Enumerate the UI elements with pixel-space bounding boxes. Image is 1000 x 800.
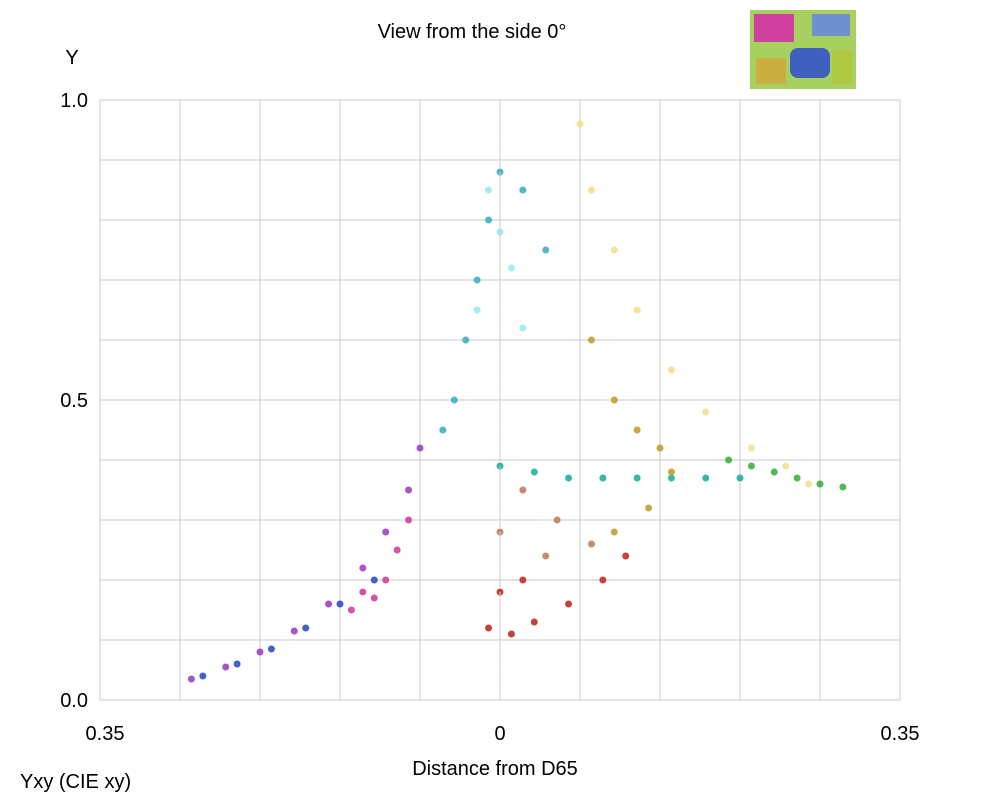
scatter-point [747, 444, 755, 452]
scatter-point [473, 276, 481, 284]
y-axis-label: Y [65, 47, 78, 69]
scatter-point [519, 576, 527, 584]
scatter-point [405, 516, 413, 524]
scatter-point [610, 528, 618, 536]
scatter-point [816, 480, 824, 488]
scatter-point [656, 444, 664, 452]
scatter-point [302, 624, 310, 632]
scatter-point [359, 564, 367, 572]
scatter-point [770, 468, 778, 476]
scatter-point [565, 474, 573, 482]
x-tick-label: 0 [494, 723, 505, 745]
scatter-point [530, 468, 538, 476]
scatter-point [519, 186, 527, 194]
scatter-series [347, 516, 413, 614]
scatter-point [747, 462, 755, 470]
source-image-thumbnail [750, 10, 856, 89]
scatter-point [645, 504, 653, 512]
scatter-point [462, 336, 470, 344]
scatter-point [702, 474, 710, 482]
scatter-point [347, 606, 355, 614]
scatter-point [267, 645, 275, 653]
scatter-point [667, 366, 675, 374]
scatter-point [290, 627, 298, 635]
scatter-point [473, 306, 481, 314]
scatter-point [542, 246, 550, 254]
scatter-point [610, 396, 618, 404]
scatter-series [187, 444, 424, 683]
scatter-point [622, 552, 630, 560]
scatter-point [839, 483, 847, 491]
scatter-point [793, 474, 801, 482]
scatter-point [370, 576, 378, 584]
scatter-point [530, 618, 538, 626]
y-tick-label: 1.0 [60, 90, 88, 112]
scatter-point [359, 588, 367, 596]
scatter-series [439, 168, 550, 434]
scatter-point [336, 600, 344, 608]
scatter-point [633, 474, 641, 482]
scatter-point [610, 246, 618, 254]
scatter-point [667, 468, 675, 476]
scatter-point [382, 576, 390, 584]
scatter-point [485, 186, 493, 194]
scatter-point [805, 480, 813, 488]
scatter-point [702, 408, 710, 416]
scatter-point [187, 675, 195, 683]
y-tick-label: 0.5 [60, 390, 88, 412]
scatter-point [439, 426, 447, 434]
x-tick-label: 0.35 [881, 723, 920, 745]
scatter-point [576, 120, 584, 128]
scatter-point [405, 486, 413, 494]
y-tick-label: 0.0 [60, 690, 88, 712]
scatter-series [473, 186, 527, 332]
scatter-point [519, 324, 527, 332]
scatter-point [542, 552, 550, 560]
scatter-series [587, 336, 675, 536]
scatter-point [565, 600, 573, 608]
scatter-point [450, 396, 458, 404]
scatter-point [416, 444, 424, 452]
scatter-point [553, 516, 561, 524]
scatter-point [393, 546, 401, 554]
scatter-point [507, 630, 515, 638]
scatter-series [576, 120, 813, 488]
scatter-point [233, 660, 241, 668]
scatter-point [256, 648, 264, 656]
scatter-point [633, 426, 641, 434]
scatter-point [736, 474, 744, 482]
scatter-point [370, 594, 378, 602]
scatter-point [599, 576, 607, 584]
color-space-label: Yxy (CIE xy) [20, 771, 131, 793]
scatter-point [587, 540, 595, 548]
scatter-point [507, 264, 515, 272]
axes: 0.35 0 0.35 0.0 0.5 1.0 [60, 90, 919, 745]
chart-title: View from the side 0° [378, 21, 567, 43]
scatter-point [599, 474, 607, 482]
scatter-point [199, 672, 207, 680]
scatter-point [587, 186, 595, 194]
scatter-point [633, 306, 641, 314]
scatter-point [485, 216, 493, 224]
scatter-series [725, 456, 847, 491]
scatter-point [587, 336, 595, 344]
scatter-point [519, 486, 527, 494]
x-tick-label: 0.35 [86, 723, 125, 745]
scatter-point [667, 474, 675, 482]
scatter-series [485, 552, 630, 638]
scatter-series [496, 462, 744, 482]
x-axis-label: Distance from D65 [412, 758, 578, 780]
scatter-point [725, 456, 733, 464]
scatter-series [199, 576, 378, 680]
scatter-point [485, 624, 493, 632]
scatter-point [222, 663, 230, 671]
scatter-point [382, 528, 390, 536]
scatter-point [325, 600, 333, 608]
scatter-point [782, 462, 790, 470]
scatter-points [187, 120, 847, 683]
